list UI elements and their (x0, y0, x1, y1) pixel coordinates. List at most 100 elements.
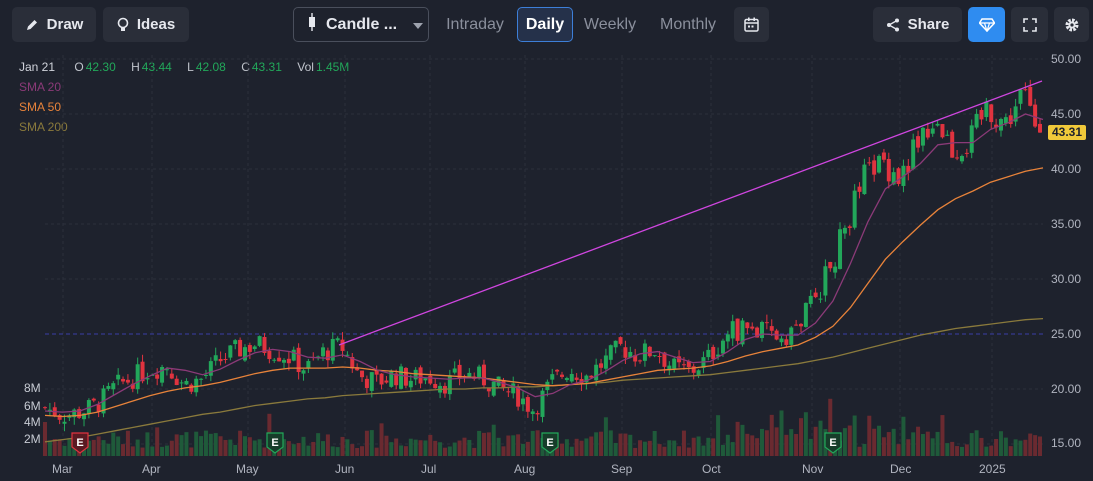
candle-body (321, 347, 326, 357)
candle-body (1038, 123, 1042, 133)
volume-bar (618, 433, 623, 456)
volume-bar (389, 442, 394, 456)
volume-bar (818, 420, 823, 456)
candle-body (681, 364, 686, 366)
volume-bar (930, 438, 935, 456)
volume-bar (86, 440, 91, 456)
volume-bar (594, 432, 599, 456)
candle-body (267, 350, 272, 360)
candle-body (633, 355, 638, 362)
candle-body (301, 370, 306, 374)
volume-bar (111, 432, 116, 456)
volume-bar (325, 434, 330, 456)
draw-button[interactable]: Draw (12, 7, 96, 42)
share-button[interactable]: Share (873, 7, 962, 42)
volume-bar (233, 444, 238, 456)
volume-bar (886, 432, 891, 456)
volume-bar (408, 438, 413, 456)
candle-body (979, 109, 984, 120)
volume-bar (901, 416, 906, 456)
candle-body (208, 361, 213, 376)
candle-icon (308, 13, 316, 36)
candle-body (642, 343, 647, 361)
candle-body (384, 380, 389, 383)
candle-body (955, 157, 960, 159)
candle-body (330, 338, 335, 361)
volume-bar (691, 437, 696, 456)
volume-bar (160, 446, 165, 456)
volume-bar (452, 442, 457, 456)
candle-body (116, 374, 121, 380)
tab-weekly[interactable]: Weekly (577, 7, 643, 42)
volume-bar (1018, 440, 1023, 456)
volume-bar (481, 432, 486, 456)
ideas-button[interactable]: Ideas (103, 7, 189, 42)
candle-body (520, 398, 525, 405)
candle-body (452, 368, 457, 373)
volume-bar (330, 446, 335, 456)
sma20-legend[interactable]: SMA 20 (19, 80, 62, 94)
sma200-legend[interactable]: SMA 200 (19, 120, 68, 134)
y-tick-30: 30.00 (1051, 272, 1082, 286)
candle-body (164, 369, 169, 371)
volume-bar (745, 433, 750, 456)
candle-body (764, 322, 769, 324)
candle-body (511, 383, 516, 394)
tab-intraday[interactable]: Intraday (437, 7, 513, 42)
legend-volume-label: Vol (297, 60, 314, 74)
candle-body (862, 164, 867, 195)
volume-bar (681, 430, 686, 456)
calendar-button[interactable] (734, 7, 769, 42)
candle-body (369, 372, 374, 391)
volume-bar (959, 446, 964, 456)
x-tick-2025: 2025 (979, 462, 1006, 476)
tab-daily[interactable]: Daily (517, 7, 573, 42)
volume-bar (291, 444, 296, 456)
tab-monthly[interactable]: Monthly (650, 7, 726, 42)
candle-body (286, 358, 291, 364)
volume-bar (989, 445, 994, 456)
volume-bar (91, 439, 96, 456)
volume-bar (750, 435, 755, 456)
volume-bar (242, 436, 247, 456)
candle-body (457, 364, 462, 379)
fullscreen-button[interactable] (1011, 7, 1048, 42)
candle-body (686, 361, 691, 367)
candle-body (691, 366, 696, 373)
candle-body (77, 409, 82, 418)
candle-body (896, 168, 901, 184)
volume-bar (1003, 437, 1008, 456)
candle-body (130, 383, 135, 389)
legend-close-label: C (241, 60, 250, 74)
candle-body (696, 370, 701, 376)
volume-bar (413, 439, 418, 456)
volume-bar (428, 434, 433, 456)
settings-button[interactable] (1054, 7, 1089, 42)
trendline (338, 80, 1043, 346)
candle-body (169, 373, 174, 379)
sma50-legend[interactable]: SMA 50 (19, 100, 62, 114)
earnings-marker-may (266, 432, 284, 454)
pencil-icon (25, 18, 39, 32)
candle-body (262, 336, 267, 353)
premium-button[interactable] (968, 7, 1005, 42)
volume-bar (579, 440, 584, 456)
candle-body (779, 338, 784, 343)
volume-bar (223, 440, 228, 456)
chart-type-select[interactable]: Candle ... (293, 7, 429, 42)
candle-body (906, 165, 911, 173)
candle-body (799, 323, 804, 327)
volume-bar (262, 447, 267, 456)
ideas-label: Ideas (136, 16, 176, 33)
volume-bar (911, 432, 916, 456)
volume-bar (867, 415, 872, 456)
candle-body (350, 357, 355, 369)
candle-body (125, 379, 130, 383)
candle-body (223, 358, 228, 360)
candle-body (394, 373, 399, 386)
volume-bar (130, 446, 135, 456)
volume-bar (784, 434, 789, 456)
volume-bar (321, 441, 326, 456)
